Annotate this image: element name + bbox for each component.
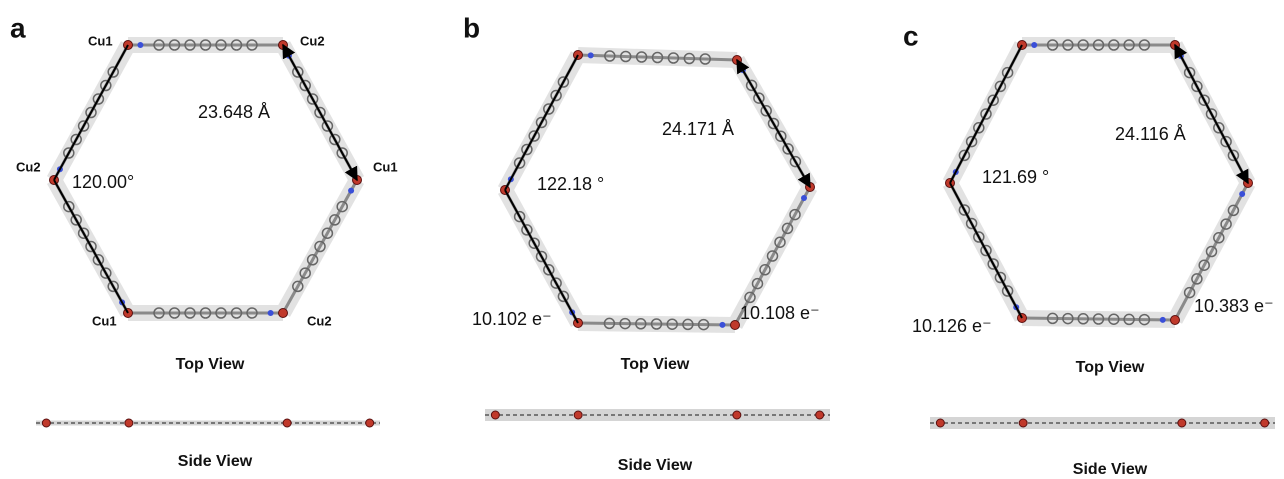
cu-atom xyxy=(1171,316,1180,325)
linker xyxy=(1022,318,1175,320)
panel-label: c xyxy=(903,20,919,51)
side-cu-atom xyxy=(733,411,741,419)
charge-label: 10.102 e⁻ xyxy=(472,309,552,329)
linker xyxy=(283,180,357,313)
figure: a 23.648 Å 120.00° Top View Side View Cu1 Cu2 C… xyxy=(0,0,1284,479)
measure-line xyxy=(1175,45,1248,183)
side-view-label: Side View xyxy=(1073,461,1148,478)
side-view-label: Side View xyxy=(178,453,253,470)
site-label: Cu2 xyxy=(16,159,41,174)
side-cu-atom xyxy=(283,419,291,427)
side-cu-atom xyxy=(366,419,374,427)
angle-label: 122.18 ° xyxy=(537,174,604,194)
n-atom xyxy=(801,195,807,201)
cu-atom xyxy=(279,309,288,318)
distance-label: 23.648 Å xyxy=(198,102,270,122)
side-cu-atom xyxy=(1019,419,1027,427)
site-label: Cu1 xyxy=(88,33,113,48)
n-atom xyxy=(348,188,354,194)
site-label: Cu2 xyxy=(307,313,332,328)
n-atom xyxy=(137,42,143,48)
linker xyxy=(578,323,735,325)
top-view-label: Top View xyxy=(176,356,245,373)
site-label: Cu1 xyxy=(373,159,398,174)
side-cu-atom xyxy=(491,411,499,419)
measure-line xyxy=(54,45,128,180)
angle-label: 120.00° xyxy=(72,172,134,192)
measure-line xyxy=(54,180,128,313)
panel-label: a xyxy=(10,12,26,43)
charge-label: 10.383 e⁻ xyxy=(1194,296,1274,316)
n-atom xyxy=(588,52,594,58)
n-atom xyxy=(719,322,725,328)
distance-label: 24.171 Å xyxy=(662,119,734,139)
side-view-label: Side View xyxy=(618,457,693,474)
measure-line xyxy=(950,45,1022,183)
measure-line xyxy=(505,190,578,323)
side-cu-atom xyxy=(574,411,582,419)
side-cu-atom xyxy=(1261,419,1269,427)
top-view-label: Top View xyxy=(1076,359,1145,376)
side-cu-atom xyxy=(816,411,824,419)
measure-line xyxy=(505,55,578,190)
n-atom xyxy=(1160,317,1166,323)
n-atom xyxy=(1239,191,1245,197)
site-label: Cu2 xyxy=(300,33,325,48)
side-cu-atom xyxy=(936,419,944,427)
measure-line xyxy=(283,45,357,180)
measure-line xyxy=(737,60,810,187)
side-cu-atom xyxy=(1178,419,1186,427)
site-label: Cu1 xyxy=(92,313,117,328)
side-cu-atom xyxy=(125,419,133,427)
charge-label: 10.126 e⁻ xyxy=(912,316,992,336)
charge-label: 10.108 e⁻ xyxy=(740,303,820,323)
side-cu-atom xyxy=(42,419,50,427)
top-view-label: Top View xyxy=(621,356,690,373)
measure-line xyxy=(950,183,1022,318)
cu-atom xyxy=(731,321,740,330)
n-atom xyxy=(268,310,274,316)
distance-label: 24.116 Å xyxy=(1115,124,1186,144)
angle-label: 121.69 ° xyxy=(982,167,1049,187)
n-atom xyxy=(1031,42,1037,48)
panel-label: b xyxy=(463,12,480,43)
